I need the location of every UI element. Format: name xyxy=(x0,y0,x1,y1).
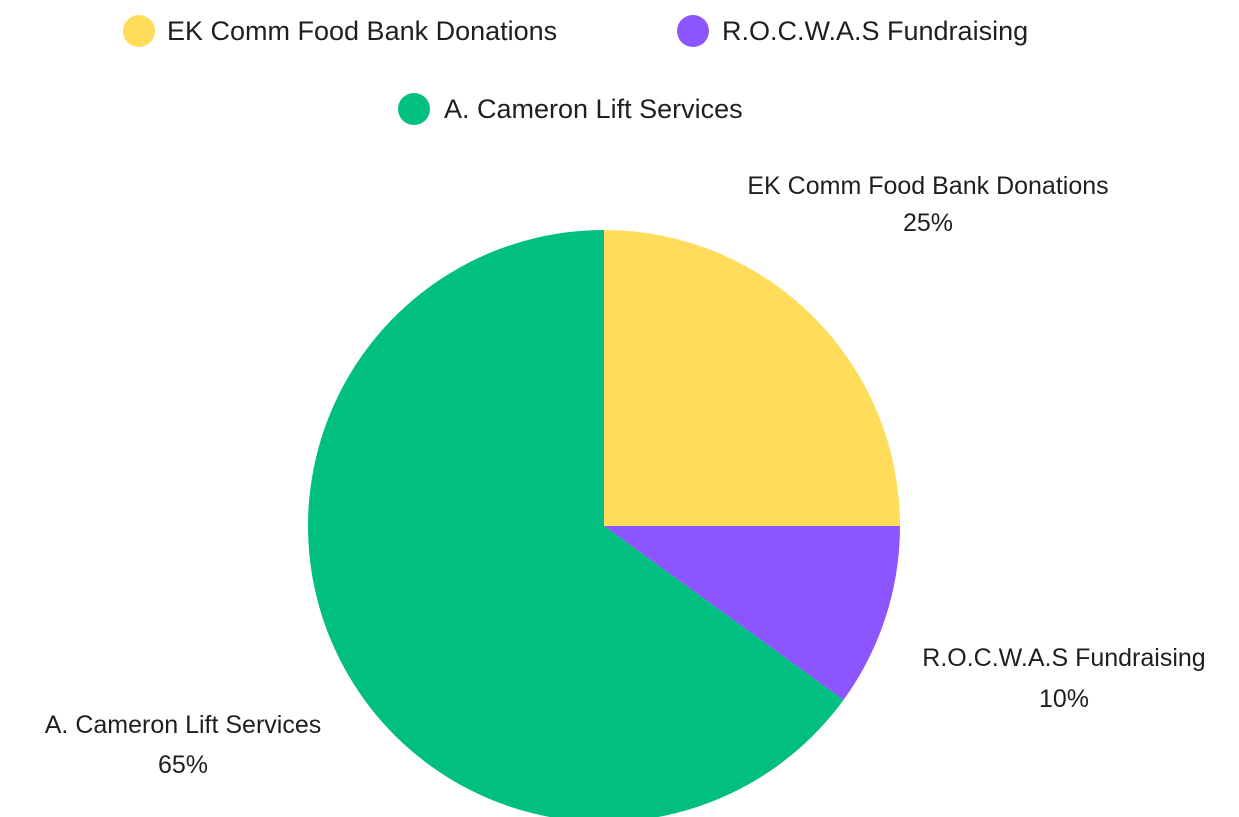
chart-legend: EK Comm Food Bank Donations R.O.C.W.A.S … xyxy=(123,15,1028,125)
legend-item-ek-comm-food-bank[interactable]: EK Comm Food Bank Donations xyxy=(123,15,557,47)
legend-label-a-cameron-lift: A. Cameron Lift Services xyxy=(444,94,743,124)
legend-label-rocwas-fundraising: R.O.C.W.A.S Fundraising xyxy=(722,16,1028,46)
slice-label-rocwas-fundraising-value: 10% xyxy=(1039,685,1089,713)
legend-item-a-cameron-lift[interactable]: A. Cameron Lift Services xyxy=(398,93,743,125)
legend-swatch-ek-comm-food-bank xyxy=(123,15,155,47)
pie-slice-ek-comm-food-bank[interactable] xyxy=(604,230,900,526)
slice-label-a-cameron-lift-value: 65% xyxy=(158,751,208,779)
slice-label-ek-comm-food-bank-name: EK Comm Food Bank Donations xyxy=(747,172,1108,200)
pie-slice-rocwas-fundraising[interactable] xyxy=(604,526,900,700)
legend-label-ek-comm-food-bank: EK Comm Food Bank Donations xyxy=(167,16,557,46)
slice-label-rocwas-fundraising-name: R.O.C.W.A.S Fundraising xyxy=(922,644,1205,672)
slice-label-a-cameron-lift-name: A. Cameron Lift Services xyxy=(45,711,322,739)
slice-labels: EK Comm Food Bank Donations 25% R.O.C.W.… xyxy=(45,172,1206,779)
legend-item-rocwas-fundraising[interactable]: R.O.C.W.A.S Fundraising xyxy=(677,15,1028,47)
pie-slices xyxy=(308,230,900,817)
legend-swatch-a-cameron-lift xyxy=(398,93,430,125)
slice-label-ek-comm-food-bank-value: 25% xyxy=(903,209,953,237)
pie-slice-a-cameron-lift[interactable] xyxy=(308,230,844,817)
legend-swatch-rocwas-fundraising xyxy=(677,15,709,47)
